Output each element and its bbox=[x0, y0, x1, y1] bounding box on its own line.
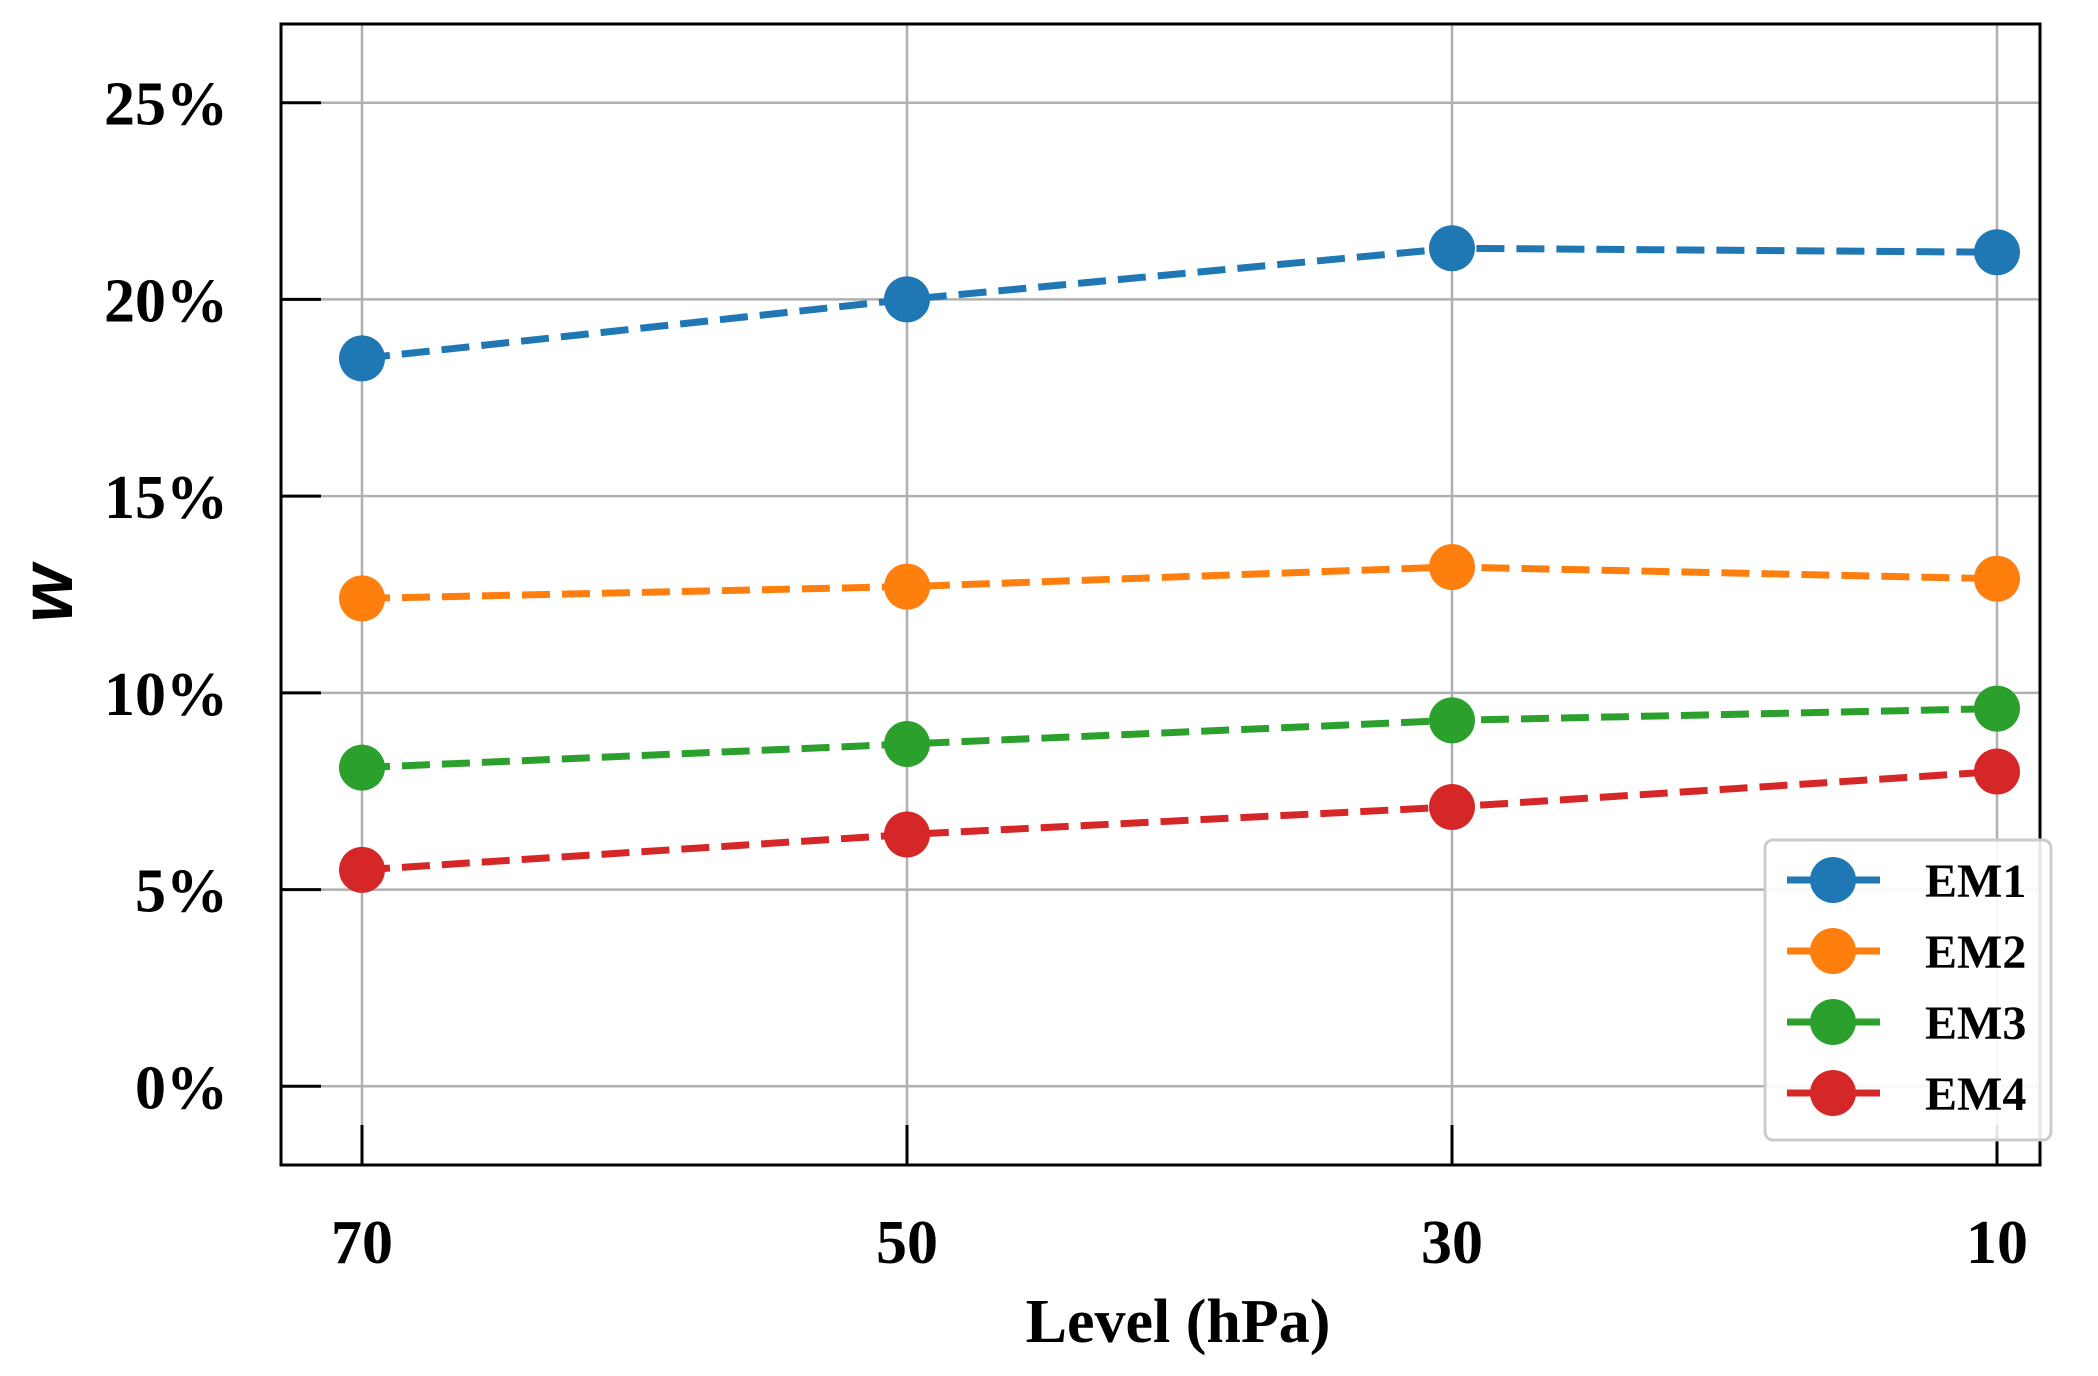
data-point-EM4-30 bbox=[1429, 783, 1475, 830]
y-tick-label: 10% bbox=[104, 661, 228, 729]
y-tick-label: 5% bbox=[135, 858, 228, 926]
data-point-EM3-70 bbox=[339, 744, 385, 791]
data-point-EM1-30 bbox=[1429, 225, 1475, 272]
axes-frame bbox=[279, 22, 2042, 1167]
data-point-EM4-10 bbox=[1974, 748, 2020, 795]
legend-marker-EM2 bbox=[1810, 928, 1856, 974]
series-line-EM2 bbox=[361, 563, 1998, 602]
x-tick-label: 10 bbox=[1966, 1209, 2028, 1277]
series-group bbox=[339, 225, 2020, 893]
data-point-EM1-50 bbox=[884, 276, 930, 323]
legend: EM1 EM2 EM3 EM4 bbox=[1763, 838, 2053, 1142]
axis-labels: Level (hPa) w bbox=[5, 561, 1330, 1356]
y-tick-label: 20% bbox=[104, 267, 228, 335]
y-tick-label: 15% bbox=[104, 464, 228, 532]
data-point-EM1-70 bbox=[339, 335, 385, 382]
data-point-EM3-10 bbox=[1974, 685, 2020, 732]
legend-marker-EM3 bbox=[1810, 999, 1856, 1045]
series-line-EM1 bbox=[361, 244, 1998, 362]
legend-label-EM2: EM2 bbox=[1925, 926, 2026, 979]
data-point-EM2-70 bbox=[339, 575, 385, 622]
legend-label-EM3: EM3 bbox=[1925, 997, 2026, 1050]
legend-label-EM4: EM4 bbox=[1925, 1068, 2026, 1121]
data-point-EM4-50 bbox=[884, 811, 930, 858]
series-line-EM4 bbox=[361, 768, 1998, 874]
data-point-EM1-10 bbox=[1974, 229, 2020, 276]
data-point-EM2-10 bbox=[1974, 555, 2020, 602]
data-point-EM3-30 bbox=[1429, 697, 1475, 744]
x-tick-label: 30 bbox=[1421, 1209, 1483, 1277]
x-tick-label: 50 bbox=[876, 1209, 938, 1277]
x-axis-label: Level (hPa) bbox=[1026, 1288, 1331, 1356]
series-line-EM3 bbox=[361, 705, 1998, 772]
data-point-EM3-50 bbox=[884, 721, 930, 768]
x-tick-label: 70 bbox=[331, 1209, 393, 1277]
y-axis-label: w bbox=[5, 561, 88, 623]
legend-marker-EM4 bbox=[1810, 1070, 1856, 1116]
y-tick-label: 0% bbox=[135, 1054, 228, 1122]
plot-frame bbox=[279, 22, 2042, 1167]
axis-ticks: 70 50 30 10 0% 5% 10% 15% 20% 25% bbox=[104, 71, 2028, 1277]
legend-box bbox=[1763, 838, 2053, 1142]
legend-label-EM1: EM1 bbox=[1925, 855, 2026, 908]
legend-marker-EM1 bbox=[1810, 857, 1856, 903]
data-point-EM4-70 bbox=[339, 846, 385, 893]
data-point-EM2-50 bbox=[884, 563, 930, 610]
y-tick-label: 25% bbox=[104, 71, 228, 139]
data-point-EM2-30 bbox=[1429, 543, 1475, 590]
